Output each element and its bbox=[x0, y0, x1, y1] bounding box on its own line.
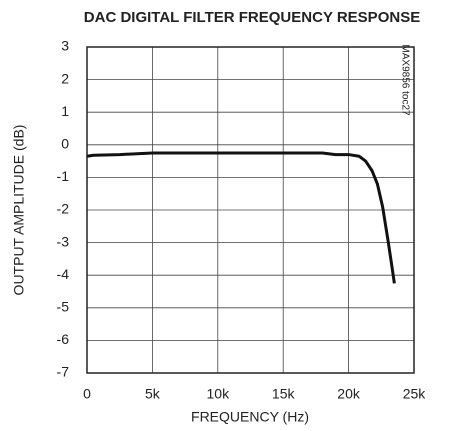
y-tick-label: -3 bbox=[57, 233, 70, 249]
y-tick-label: 1 bbox=[61, 103, 69, 119]
x-tick-label: 20k bbox=[337, 386, 361, 402]
x-tick-label: 25k bbox=[403, 386, 427, 402]
x-tick-label: 15k bbox=[272, 386, 296, 402]
y-tick-label: -6 bbox=[57, 331, 70, 347]
data-line bbox=[86, 151, 396, 284]
y-tick-label: -1 bbox=[57, 168, 70, 184]
y-tick-label: -5 bbox=[57, 299, 70, 315]
y-tick-label: -4 bbox=[57, 266, 70, 282]
x-tick-label: 5k bbox=[145, 386, 161, 402]
annotation: MAX9856 toc27 bbox=[399, 44, 410, 116]
x-tick-label: 10k bbox=[207, 386, 231, 402]
x-tick-label: 0 bbox=[83, 386, 91, 402]
y-tick-label: -2 bbox=[57, 201, 70, 217]
y-tick-label: -7 bbox=[57, 364, 70, 380]
x-axis-label: FREQUENCY (Hz) bbox=[191, 409, 309, 425]
y-axis-label: OUTPUT AMPLITUDE (dB) bbox=[11, 125, 27, 296]
y-tick-label: 2 bbox=[61, 70, 69, 86]
plot-frame bbox=[86, 46, 415, 374]
chart-title: DAC DIGITAL FILTER FREQUENCY RESPONSE bbox=[84, 9, 420, 26]
y-tick-label: 0 bbox=[61, 136, 69, 152]
y-tick-label: 3 bbox=[61, 38, 69, 54]
